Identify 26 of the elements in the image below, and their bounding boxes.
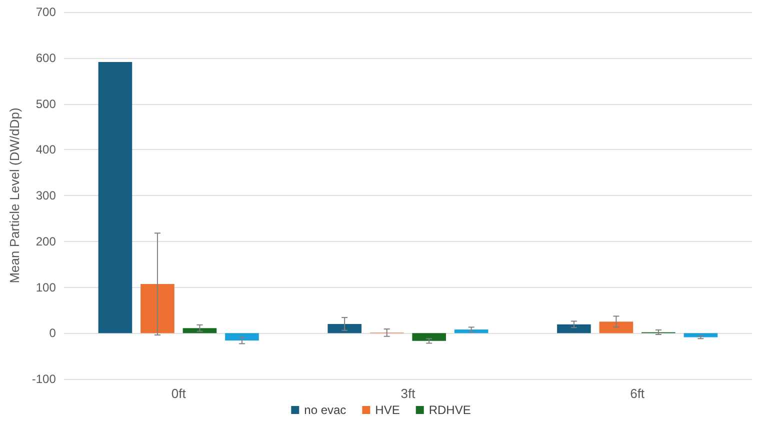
y-tick-label: -100 — [32, 372, 56, 386]
bar — [412, 333, 446, 341]
y-tick-label: 300 — [36, 188, 56, 202]
bar — [599, 322, 634, 334]
y-tick-label: 200 — [36, 234, 56, 248]
bar — [98, 62, 132, 334]
y-axis-title: Mean Particle Level (DW/dDp) — [7, 108, 22, 284]
y-tick-label: 0 — [49, 326, 56, 340]
legend-label: no evac — [304, 403, 346, 417]
y-tick-label: 600 — [36, 50, 56, 65]
legend-label: RDHVE — [428, 403, 471, 417]
y-tick-label: 400 — [36, 142, 56, 157]
bar — [328, 324, 362, 334]
y-tick-label: 700 — [36, 5, 56, 19]
x-tick-label: 6ft — [630, 386, 645, 401]
bar — [684, 333, 718, 338]
legend-label: HVE — [375, 403, 400, 417]
y-tick-label: 500 — [36, 96, 56, 111]
x-tick-label: 0ft — [171, 386, 186, 401]
bar — [557, 324, 591, 334]
y-tick-label: 100 — [36, 280, 56, 294]
bar — [454, 329, 488, 334]
bar — [182, 328, 217, 334]
x-tick-label: 3ft — [400, 386, 416, 401]
bar — [225, 333, 259, 340]
bar — [140, 284, 174, 334]
